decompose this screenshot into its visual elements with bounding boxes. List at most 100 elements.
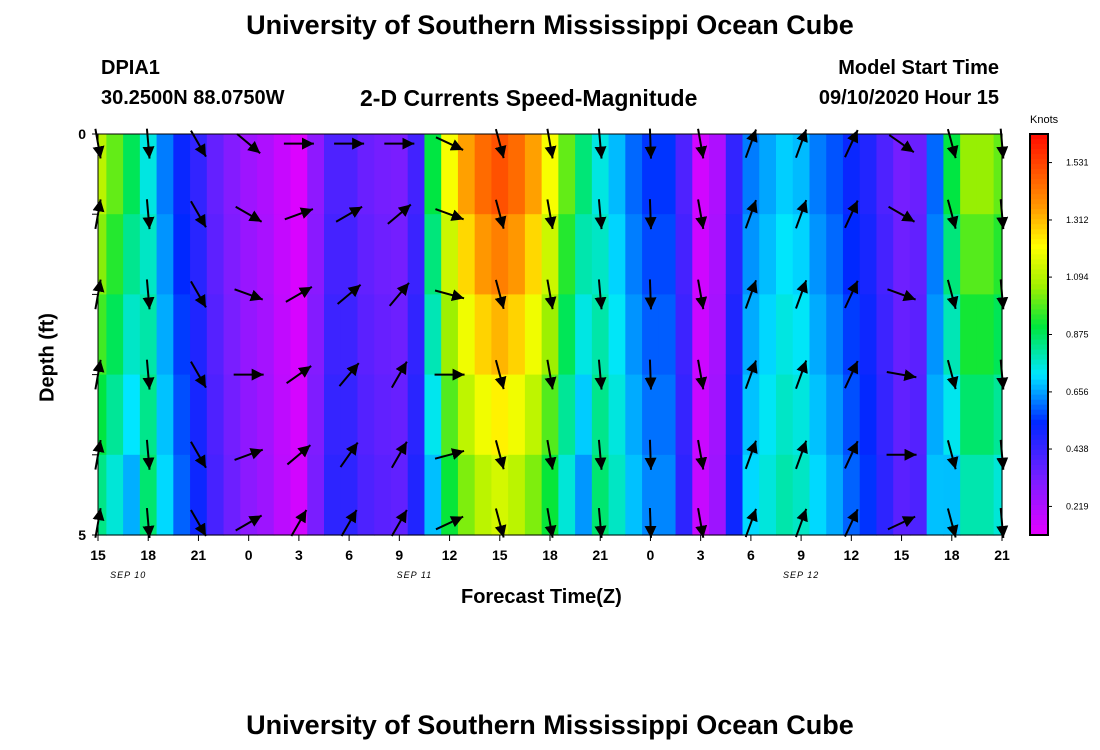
heatmap-cell — [257, 294, 275, 376]
current-arrow — [644, 128, 657, 159]
heatmap-cell — [608, 294, 626, 376]
heatmap-cell — [893, 374, 911, 456]
heatmap-cell — [123, 214, 141, 295]
heatmap-cell — [240, 294, 258, 376]
heatmap-cell — [960, 214, 978, 295]
heatmap-cell — [625, 374, 643, 456]
current-arrow — [844, 360, 859, 389]
heatmap-cell — [658, 214, 677, 295]
colorbar-label: Knots — [1030, 114, 1059, 126]
heatmap-cell — [424, 374, 442, 456]
heatmap-cell — [257, 214, 275, 295]
colorbar-segment — [1030, 234, 1048, 240]
current-arrow — [795, 360, 808, 390]
heatmap-cell — [324, 294, 342, 376]
heatmap-cell — [675, 134, 693, 215]
heatmap-cell — [357, 294, 375, 376]
heatmap-cell — [273, 294, 292, 376]
heatmap-cell — [257, 454, 275, 536]
colorbar-segment — [1030, 514, 1048, 521]
heatmap-cell — [759, 294, 777, 376]
current-arrow — [390, 509, 408, 537]
heatmap-cell — [960, 374, 978, 456]
colorbar-tick-label: 0.875 — [1066, 330, 1089, 340]
heatmap-cell — [223, 294, 241, 376]
heatmap-cell — [926, 214, 945, 295]
heatmap-cell — [976, 454, 995, 536]
current-arrow — [234, 288, 264, 302]
current-arrow — [844, 129, 859, 158]
heatmap-cell — [457, 294, 476, 376]
heatmap-cell — [457, 214, 476, 295]
heatmap-cell — [307, 294, 325, 376]
x-tick-label: 6 — [345, 547, 353, 563]
heatmap-cell — [407, 214, 426, 295]
current-arrow — [644, 359, 657, 390]
heatmap-cell — [273, 374, 292, 456]
heatmap-cell — [98, 374, 107, 456]
current-arrow — [544, 439, 557, 470]
current-arrow — [644, 199, 657, 230]
current-arrow — [795, 440, 808, 470]
colorbar-segment — [1030, 244, 1048, 250]
heatmap-cell — [826, 214, 844, 295]
heatmap-cell — [859, 214, 878, 295]
current-arrow — [744, 440, 758, 470]
current-arrow — [594, 359, 607, 390]
colorbar-segment — [1030, 319, 1048, 326]
colorbar-segment — [1030, 309, 1048, 316]
heatmap-cell — [692, 454, 710, 536]
colorbar-segment — [1030, 294, 1048, 301]
heatmap-cell — [809, 454, 827, 536]
heatmap-cell — [692, 374, 710, 456]
heatmap-cell — [926, 134, 945, 215]
colorbar-segment — [1030, 404, 1048, 411]
colorbar-segment — [1030, 169, 1048, 175]
colorbar-segment — [1030, 254, 1048, 260]
heatmap-cell — [909, 374, 928, 456]
heatmap-cell — [642, 374, 660, 456]
current-arrow — [695, 508, 708, 538]
heatmap-cell — [742, 134, 760, 215]
heatmap-cell — [524, 134, 543, 215]
heatmap-cell — [240, 374, 258, 456]
heatmap-cell — [893, 294, 911, 376]
heatmap-cell — [976, 214, 995, 295]
heatmap-cell — [173, 294, 191, 376]
heatmap-cell — [156, 374, 174, 456]
heatmap-cell — [608, 134, 626, 215]
x-tick-label: 18 — [140, 547, 156, 563]
colorbar-segment — [1030, 134, 1048, 140]
heatmap-cell — [424, 454, 442, 536]
current-arrow — [286, 444, 312, 466]
heatmap-cell — [692, 294, 710, 376]
colorbar-segment — [1030, 394, 1048, 401]
heatmap-cell — [374, 134, 392, 215]
colorbar: 1.531 1.312 1.094 0.875 0.656 0.438 0.219 — [1029, 133, 1089, 536]
heatmap-cell — [809, 374, 827, 456]
colorbar-segment — [1030, 499, 1048, 506]
heatmap-cell — [223, 134, 241, 215]
heatmap-cell — [876, 454, 894, 536]
heatmap-cell — [826, 134, 844, 215]
current-arrow — [644, 279, 657, 310]
bottom-title: University of Southern Mississippi Ocean… — [246, 710, 854, 740]
colorbar-segment — [1030, 199, 1048, 205]
heatmap-cell — [943, 294, 961, 376]
plot-title: 2-D Currents Speed-Magnitude — [360, 85, 698, 111]
heatmap-cell — [106, 214, 124, 295]
x-tick-label: 9 — [395, 547, 403, 563]
heatmap-cell — [675, 294, 693, 376]
heatmap-cell — [759, 374, 777, 456]
heatmap-cell — [508, 134, 526, 215]
current-arrow — [494, 199, 507, 229]
colorbar-segment — [1030, 284, 1048, 290]
heatmap-cell — [290, 374, 308, 456]
current-arrow — [946, 508, 959, 538]
heatmap-cell — [190, 214, 208, 295]
heatmap-cell — [658, 294, 677, 376]
heatmap-cell — [474, 294, 493, 376]
current-arrow — [594, 439, 607, 470]
heatmap-cell — [926, 454, 945, 536]
heatmap-cell — [190, 294, 208, 376]
